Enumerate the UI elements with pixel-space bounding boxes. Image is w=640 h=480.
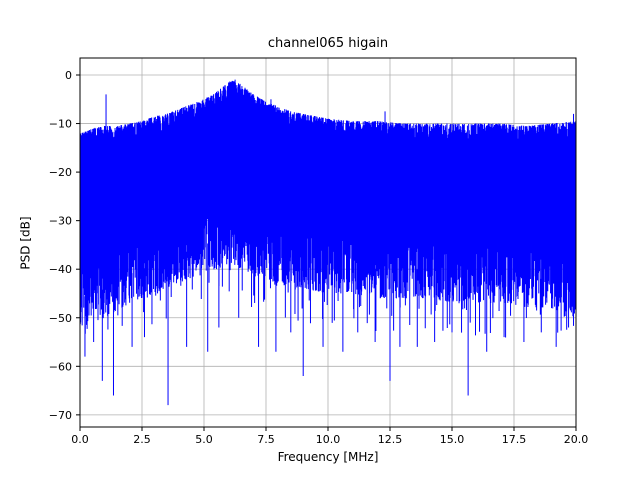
x-tick-label: 15.0: [440, 433, 465, 446]
x-tick-label: 5.0: [195, 433, 213, 446]
x-tick-label: 17.5: [502, 433, 527, 446]
y-tick-label: −50: [49, 312, 72, 325]
x-tick-label: 0.0: [71, 433, 89, 446]
x-tick-label: 7.5: [257, 433, 275, 446]
x-tick-label: 20.0: [564, 433, 589, 446]
y-tick-label: −10: [49, 118, 72, 131]
y-tick-label: −60: [49, 360, 72, 373]
y-tick-label: −40: [49, 263, 72, 276]
y-tick-label: 0: [65, 69, 72, 82]
x-tick-label: 12.5: [378, 433, 403, 446]
x-axis-label: Frequency [MHz]: [277, 450, 379, 464]
y-tick-label: −70: [49, 409, 72, 422]
chart-title: channel065 higain: [267, 36, 389, 51]
y-tick-label: −20: [49, 166, 72, 179]
y-axis-label: PSD [dB]: [18, 216, 33, 270]
y-tick-label: −30: [49, 215, 72, 228]
x-tick-label: 2.5: [133, 433, 151, 446]
x-tick-label: 10.0: [316, 433, 341, 446]
